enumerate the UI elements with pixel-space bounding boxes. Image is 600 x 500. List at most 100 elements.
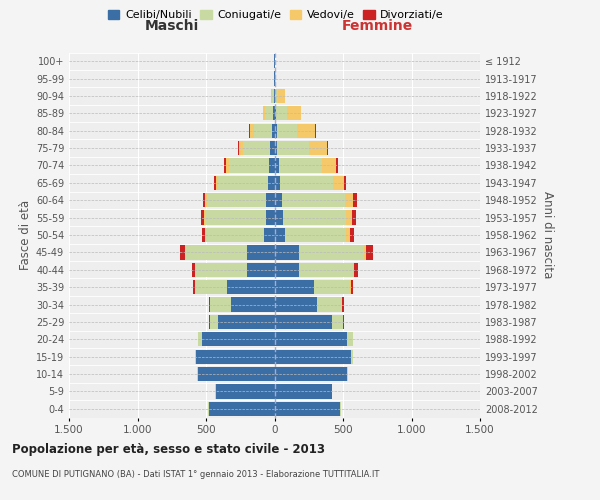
Bar [322,158,336,172]
Bar [344,176,346,190]
Bar [282,193,345,208]
Bar [350,228,354,242]
Bar [287,106,301,120]
Bar [239,141,243,155]
Bar [350,280,353,294]
Y-axis label: Anni di nascita: Anni di nascita [541,192,554,278]
Bar [209,315,210,329]
Bar [271,89,272,103]
Bar [206,228,263,242]
Bar [195,262,247,277]
Bar [203,193,205,208]
Bar [193,280,195,294]
Bar [275,193,282,208]
Bar [197,367,198,381]
Bar [346,210,352,224]
Bar [268,176,275,190]
Bar [269,158,275,172]
Bar [238,141,239,155]
Bar [266,193,275,208]
Bar [326,141,328,155]
Bar [277,141,309,155]
Bar [309,141,326,155]
Bar [272,124,275,138]
Bar [247,246,275,260]
Bar [254,124,272,138]
Bar [263,228,275,242]
Bar [275,106,276,120]
Bar [314,280,350,294]
Bar [275,124,277,138]
Bar [250,124,254,138]
Bar [272,89,274,103]
Bar [277,124,297,138]
Bar [353,193,356,208]
Bar [226,158,229,172]
Bar [354,262,358,277]
Bar [275,228,286,242]
Text: Femmine: Femmine [341,18,413,32]
Bar [286,228,346,242]
Bar [229,158,269,172]
Bar [265,106,273,120]
Bar [266,210,275,224]
Bar [247,262,275,277]
Bar [275,367,347,381]
Bar [297,124,315,138]
Legend: Celibi/Nubili, Coniugati/e, Vedovi/e, Divorziati/e: Celibi/Nubili, Coniugati/e, Vedovi/e, Di… [104,6,448,25]
Bar [198,367,275,381]
Bar [210,315,218,329]
Text: Maschi: Maschi [145,18,199,32]
Y-axis label: Fasce di età: Fasce di età [19,200,32,270]
Bar [224,158,226,172]
Bar [195,350,196,364]
Bar [351,350,353,364]
Bar [210,298,230,312]
Bar [202,332,275,346]
Bar [278,89,285,103]
Bar [280,176,334,190]
Bar [275,89,278,103]
Bar [347,367,348,381]
Bar [317,298,341,312]
Bar [345,193,353,208]
Bar [276,106,287,120]
Bar [366,246,373,260]
Bar [218,176,268,190]
Text: COMUNE DI PUTIGNANO (BA) - Dati ISTAT 1° gennaio 2013 - Elaborazione TUTTITALIA.: COMUNE DI PUTIGNANO (BA) - Dati ISTAT 1°… [12,470,379,479]
Bar [275,402,340,416]
Bar [180,246,185,260]
Bar [215,176,218,190]
Bar [202,228,205,242]
Bar [275,315,332,329]
Bar [195,280,227,294]
Bar [185,246,247,260]
Bar [208,193,266,208]
Bar [271,141,275,155]
Bar [243,141,271,155]
Bar [275,176,280,190]
Bar [364,246,366,260]
Bar [274,89,275,103]
Bar [275,141,277,155]
Bar [205,210,266,224]
Bar [201,210,204,224]
Bar [353,262,354,277]
Bar [263,106,265,120]
Bar [230,298,275,312]
Bar [275,246,299,260]
Bar [275,72,276,86]
Text: Popolazione per età, sesso e stato civile - 2013: Popolazione per età, sesso e stato civil… [12,442,325,456]
Bar [205,228,206,242]
Bar [275,298,317,312]
Bar [198,332,202,346]
Bar [205,193,208,208]
Bar [278,158,322,172]
Bar [196,350,275,364]
Bar [209,402,275,416]
Bar [192,262,194,277]
Bar [342,298,344,312]
Bar [332,315,343,329]
Bar [352,210,356,224]
Bar [275,350,351,364]
